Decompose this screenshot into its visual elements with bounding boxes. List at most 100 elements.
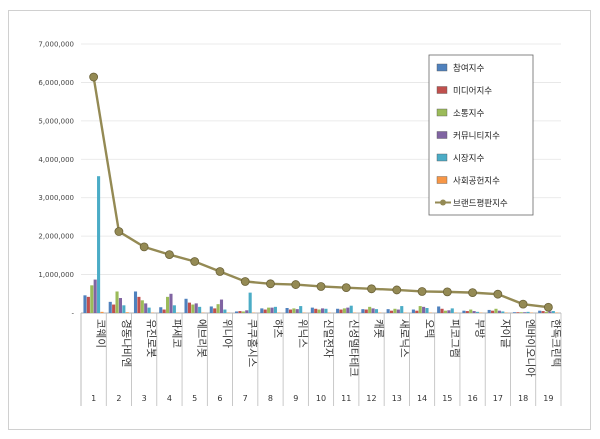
x-rank-number: 3 [142,394,147,403]
x-rank-number: 12 [366,394,376,403]
bar-5-1 [97,176,101,313]
bar-2-18 [516,312,520,313]
bar-2-13 [389,310,394,313]
bar-1-16 [462,310,466,313]
bar-5-19 [551,311,555,313]
x-category-label: 코웨이 [95,319,107,348]
brand-reputation-point-8 [266,279,275,289]
bar-3-3 [140,300,144,313]
bar-3-1 [90,285,94,313]
chart-frame: - 1,000,000 2,000,000 3,000,000 4,000,000 5,0… [8,10,591,430]
x-rank-number: 7 [243,394,248,403]
x-category-label: 신일전자 [322,319,335,358]
bar-3-12 [368,306,372,313]
bar-4-9 [295,309,299,313]
bar-5-14 [425,308,429,313]
x-rank-number: 5 [192,394,197,403]
x-category-label: 캐롯 [373,319,385,339]
y-tick-label: 7,000,000 [38,41,74,49]
legend-label: 미디어지수 [453,86,492,97]
x-category-label: 위니아 [221,319,234,348]
legend-line-marker [440,199,446,206]
x-rank-number: 1 [91,394,96,403]
bar-1-18 [512,312,517,313]
x-rank-number: 10 [316,394,326,403]
bar-3-16 [469,309,473,313]
bar-1-19 [538,310,542,313]
bar-3-17 [494,308,498,313]
brand-reputation-point-15 [442,287,452,297]
y-tick-label: 5,000,000 [38,117,74,125]
bar-1-7 [235,311,239,313]
bar-2-8 [263,309,267,313]
x-rank-number: 17 [493,394,503,403]
bar-4-6 [219,299,224,313]
bar-2-19 [541,311,545,313]
brand-reputation-line-group [89,72,553,312]
bar-5-7 [248,292,252,313]
x-category-label: 엔바이오니아 [524,319,536,377]
bar-4-16 [472,311,476,313]
x-rank-number: 19 [543,394,553,403]
bar-4-8 [270,307,274,313]
brand-reputation-point-10 [316,282,326,291]
x-rank-number: 8 [268,394,273,403]
bar-2-4 [162,309,166,313]
bar-2-14 [415,310,419,313]
x-category-label: 오텍 [423,319,435,338]
bar-3-11 [342,308,346,313]
bar-2-17 [491,310,495,313]
bar-2-10 [314,308,318,313]
bar-3-6 [216,304,220,313]
bar-6-2 [125,312,129,313]
bar-4-3 [144,303,148,313]
brand-reputation-point-13 [392,285,402,295]
bar-4-14 [422,306,426,313]
legend-swatch-2 [436,86,448,94]
bar-1-14 [411,309,415,313]
legend-label: 참여지수 [453,63,484,74]
bar-1-10 [310,307,314,313]
bar-1-3 [133,291,138,313]
x-axis: 코웨이 1 경동나비엔 2 유진로봇 3 파세코 4 에브리봇 5 위니아 6 쿠쿠홈시스 7 하츠 8 위닉스… [80,313,562,406]
legend-label: 소통지수 [453,109,484,119]
bar-series-group [83,176,559,313]
x-rank-number: 4 [167,394,172,403]
bar-3-4 [166,296,170,313]
bar-2-9 [288,309,293,313]
x-rank-number: 13 [392,394,402,403]
brand-reputation-point-14 [417,287,427,296]
bar-3-10 [317,309,321,313]
bar-3-13 [393,308,397,313]
bar-5-4 [172,305,176,313]
brand-reputation-point-4 [165,250,174,259]
brand-reputation-point-11 [341,283,351,293]
x-rank-number: 11 [341,394,351,403]
legend-swatch-1 [436,63,448,72]
bar-3-19 [544,311,549,313]
bar-2-3 [137,296,141,313]
bar-4-11 [346,307,350,313]
brand-reputation-point-5 [190,257,200,266]
bar-5-5 [198,306,202,313]
bar-5-13 [400,306,404,313]
x-rank-number: 14 [417,394,427,403]
bar-2-1 [86,296,90,313]
brand-reputation-point-16 [468,288,477,298]
bar-4-10 [321,308,325,313]
legend-swatch-6 [436,176,448,184]
bar-5-2 [122,305,126,313]
y-tick-label: 4,000,000 [38,156,74,164]
x-rank-number: 18 [518,394,528,403]
x-category-label: 하츠 [271,319,284,339]
x-category-label: 피코그램 [448,319,460,358]
bar-4-7 [245,310,249,313]
x-rank-number: 2 [116,394,121,403]
bar-2-2 [112,304,116,313]
bar-2-15 [440,308,444,313]
x-rank-number: 6 [217,394,222,403]
bar-3-2 [115,291,119,313]
bar-3-15 [443,310,448,313]
bar-5-10 [324,308,328,313]
